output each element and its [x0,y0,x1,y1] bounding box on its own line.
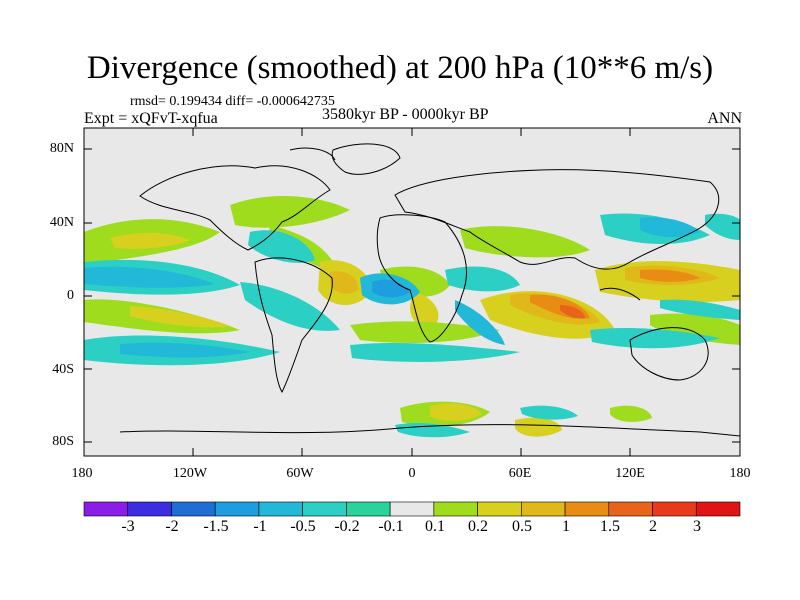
field-patch [445,266,520,292]
colorbar-swatch [433,501,478,517]
colorbar-label: -1 [253,518,267,535]
lon-label-180w: 180 [71,466,93,481]
divergence-field [84,195,740,438]
lon-label-60e: 60E [508,466,532,481]
lat-label-40n: 40N [49,215,74,230]
lon-label-120w: 120W [172,466,208,481]
field-patch [590,327,720,349]
colorbar-label: -3 [121,518,135,535]
field-patch [640,217,700,238]
colorbar-label: -0.1 [378,518,404,535]
field-patch [460,226,590,258]
field-patch [455,300,505,345]
coastlines [119,143,740,437]
colorbar-swatch [258,501,303,517]
field-patch [430,403,482,421]
field-patch [350,342,520,362]
period-label: 3580kyr BP - 0000kyr BP [322,106,489,123]
colorbar-swatch [389,501,435,517]
colorbar-label: -2 [165,518,179,535]
field-patch [520,405,578,420]
field-patch [240,282,340,331]
colorbar-swatch [127,501,172,517]
colorbar-swatch [302,501,347,517]
lon-label-0: 0 [408,466,416,481]
colorbar-label: 1.5 [600,518,620,535]
field-patch [640,269,700,282]
field-patch [130,306,230,328]
field-patch [705,213,740,240]
colorbar-swatch [608,501,653,517]
colorbar-swatch [695,501,741,517]
colorbar-label: 1 [562,518,570,535]
field-patch [515,417,562,437]
colorbar-label: 0.1 [425,518,445,535]
field-patch [650,313,740,345]
colorbar [83,501,741,517]
coast-africa [376,214,468,343]
field-patch [410,292,439,330]
colorbar-swatch [564,501,610,517]
lat-label-40s: 40S [52,362,74,377]
coast-arctic [289,147,336,161]
colorbar-swatch [171,501,216,517]
season-label: ANN [707,110,742,127]
field-patch [330,271,359,294]
field-patch [350,321,500,343]
rmsd-stats: rmsd= 0.199434 diff= -0.000642735 [130,94,335,109]
lat-label-0: 0 [67,288,74,303]
field-patch [230,195,350,228]
field-patch [120,342,250,358]
colorbar-label: 2 [649,518,657,535]
colorbar-label: -0.2 [334,518,360,535]
lat-label-80n: 80N [49,141,74,156]
colorbar-label: 0.2 [468,518,488,535]
field-patch [110,232,190,249]
colorbar-swatch [477,501,522,517]
coast-eurasia [394,169,720,270]
field-patch [372,279,410,298]
colorbar-swatch [521,501,566,517]
field-patch [660,299,740,320]
colorbar-label: -0.5 [290,518,316,535]
colorbar-label: 0.5 [512,518,532,535]
coast-greenland [331,143,401,175]
coast-australia [629,327,709,381]
field-patch [248,230,315,263]
colorbar-swatch [214,501,260,517]
colorbar-label: -1.5 [203,518,229,535]
field-patch [610,405,652,422]
coast-north-america [139,165,331,251]
coast-south-america [254,257,333,394]
map-title: Divergence (smoothed) at 200 hPa (10**6 … [86,50,714,86]
lon-label-120e: 120E [615,466,645,481]
colorbar-swatch [346,501,391,517]
field-patch [84,266,215,288]
axis-ticks [84,128,740,456]
coast-antarctica [119,424,740,437]
lon-label-60w: 60W [286,466,314,481]
lon-label-180e: 180 [729,466,751,481]
colorbar-label: 3 [693,518,701,535]
coast-indonesia [599,287,641,301]
field-patch [560,305,585,319]
experiment-label: Expt = xQFvT-xqfua [84,110,218,127]
colorbar-swatch [652,501,697,517]
lat-label-80s: 80S [52,434,74,449]
colorbar-swatch [83,501,129,517]
